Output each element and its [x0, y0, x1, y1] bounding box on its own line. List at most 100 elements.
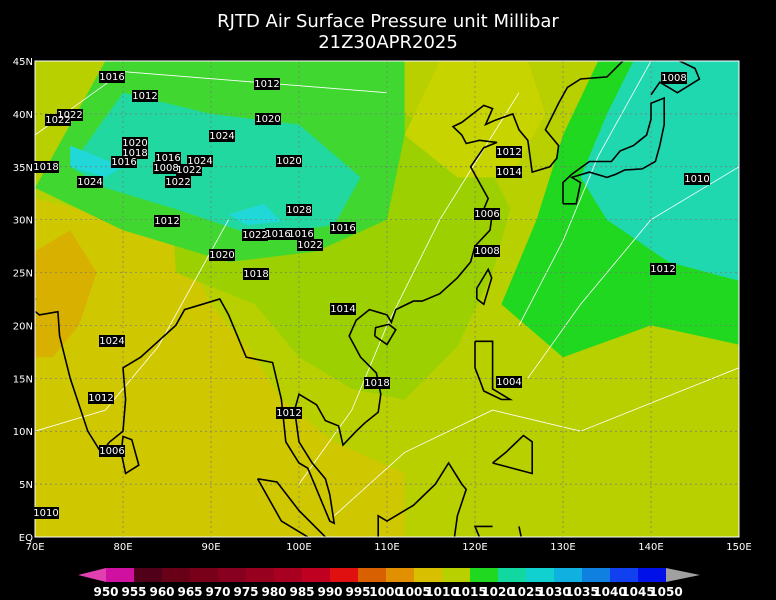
- colorbar-box: [162, 568, 190, 582]
- contour-label: 1012: [650, 264, 675, 275]
- contour-label-bg: [255, 113, 281, 125]
- contour-label-bg: [297, 239, 323, 251]
- map: 70E 80E 90E 100E 110E 120E 130E 140E 150E 45N 40N 3…: [13, 57, 752, 553]
- contour-label: 1022: [57, 110, 82, 121]
- title: RJTD Air Surface Pressure unit Millibar: [217, 11, 559, 32]
- contour-label: 1020: [276, 156, 301, 167]
- contour-label: 1020: [209, 250, 234, 261]
- colorbar-box: [330, 568, 358, 582]
- contour-label: 1016: [155, 153, 180, 164]
- lat-label: 10N: [13, 427, 33, 438]
- contour-label: 1016: [99, 72, 124, 83]
- colorbar-box: [190, 568, 218, 582]
- contour-label-bg: [661, 72, 687, 84]
- contour-label-bg: [243, 268, 269, 280]
- lon-label: 100E: [286, 542, 311, 553]
- colorbar-box: [610, 568, 638, 582]
- lon-label: 120E: [462, 542, 487, 553]
- contour-label-bg: [330, 303, 356, 315]
- colorbar-label: 990: [317, 585, 342, 599]
- contour-label-bg: [209, 130, 235, 142]
- lon-label: 90E: [201, 542, 220, 553]
- contour-label-bg: [276, 407, 302, 419]
- contour-label-bg: [111, 156, 137, 168]
- isobar: [35, 219, 229, 432]
- contour-label: 1018: [122, 148, 147, 159]
- coastline: [120, 435, 140, 475]
- contour-label: 1022: [176, 165, 201, 176]
- lat-label: 40N: [13, 110, 33, 121]
- colorbar-box: [414, 568, 442, 582]
- contour-label-bg: [154, 215, 180, 227]
- colorbar-box: [218, 568, 246, 582]
- contour-label: 1008: [474, 246, 499, 257]
- contour-label: 1024: [77, 177, 102, 188]
- colorbar-box: [526, 568, 554, 582]
- contour-label-bg: [496, 376, 522, 388]
- coastline: [475, 267, 493, 306]
- contour-label-bg: [288, 228, 314, 240]
- colorbar-box: [638, 568, 666, 582]
- colorbar-label: 1040: [593, 585, 626, 599]
- colorbar-label: 950: [93, 585, 118, 599]
- contour-label-bg: [99, 335, 125, 347]
- colorbar-label: 1020: [481, 585, 514, 599]
- coastline: [474, 340, 514, 401]
- contour-label-bg: [496, 146, 522, 158]
- colorbar-label: 980: [261, 585, 286, 599]
- contour-label-bg: [153, 162, 179, 174]
- isobar: [518, 61, 652, 326]
- contour-label: 1014: [496, 167, 521, 178]
- lat-label: EQ: [19, 533, 33, 544]
- colorbar-label: 960: [149, 585, 174, 599]
- colorbar-label: 1045: [621, 585, 654, 599]
- colorbar-box: [554, 568, 582, 582]
- contour-label-bg: [99, 445, 125, 457]
- coastline: [35, 61, 624, 525]
- contour-label-bg: [77, 176, 103, 188]
- contour-label: 1020: [255, 114, 280, 125]
- contour-label: 1012: [276, 408, 301, 419]
- lat-label: 25N: [13, 269, 33, 280]
- contour-label: 1018: [33, 162, 58, 173]
- colorbar-box: [302, 568, 330, 582]
- colorbar-box: [274, 568, 302, 582]
- contour-label-bg: [242, 229, 268, 241]
- contour-label: 1012: [132, 91, 157, 102]
- contour-label: 1008: [153, 163, 178, 174]
- colorbar-box: [386, 568, 414, 582]
- contour-label-bg: [122, 137, 148, 149]
- lat-label: 30N: [13, 216, 33, 227]
- contour-label-bg: [33, 507, 59, 519]
- contour-label-bg: [132, 90, 158, 102]
- contour-label: 1014: [330, 304, 355, 315]
- contour-label-bg: [155, 152, 181, 164]
- colorbar-label: 1035: [565, 585, 598, 599]
- isobar: [333, 367, 739, 517]
- contour-label-bg: [209, 249, 235, 261]
- colorbar-box: [134, 568, 162, 582]
- colorbar-label: 995: [345, 585, 370, 599]
- coastline: [492, 434, 534, 475]
- isobar: [35, 71, 388, 136]
- colorbar-label: 1000: [369, 585, 402, 599]
- lon-label: 70E: [25, 542, 44, 553]
- contour-label: 1024: [99, 336, 124, 347]
- lat-label: 5N: [19, 480, 33, 491]
- colorbar-label: 1050: [649, 585, 682, 599]
- lat-label: 20N: [13, 321, 33, 332]
- contour-label-bg: [33, 161, 59, 173]
- contour-label: 1006: [99, 446, 124, 457]
- contour-label: 1012: [496, 147, 521, 158]
- contour-label-bg: [496, 166, 522, 178]
- map-frame: [34, 60, 740, 538]
- colorbar-box: [582, 568, 610, 582]
- contour-label-bg: [286, 204, 312, 216]
- coastline: [256, 478, 327, 537]
- colorbar-label: 970: [205, 585, 230, 599]
- pressure-region: [35, 198, 405, 537]
- lon-label: 130E: [550, 542, 575, 553]
- contour-label-bg: [474, 208, 500, 220]
- contour-label: 1024: [187, 156, 212, 167]
